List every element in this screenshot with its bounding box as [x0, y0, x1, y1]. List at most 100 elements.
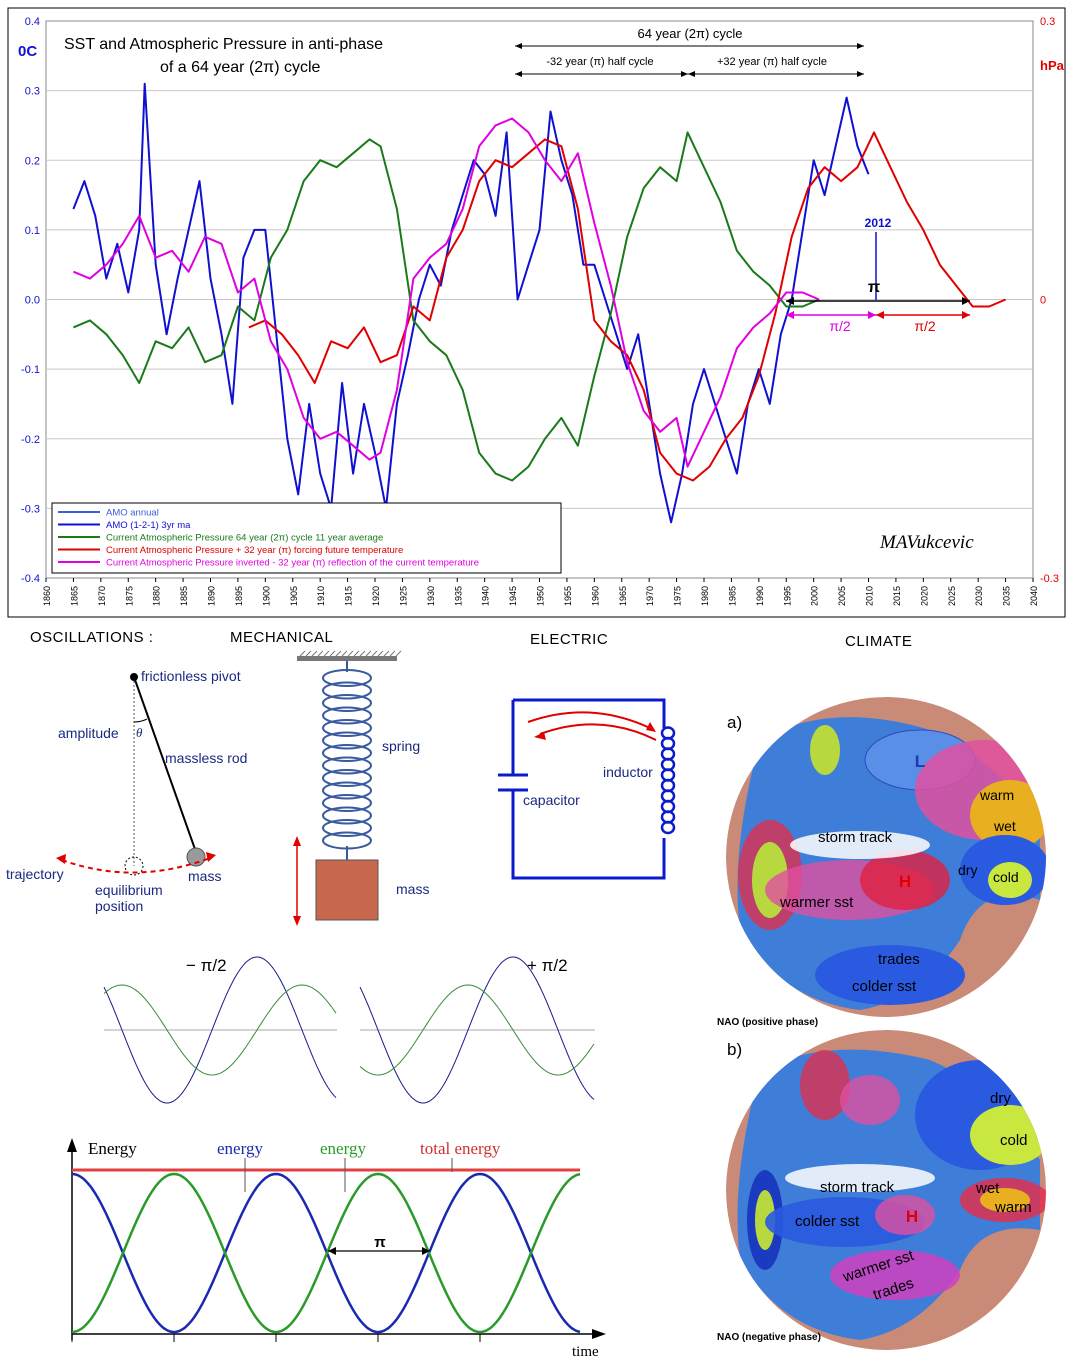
high-pressure-cell	[875, 1195, 935, 1235]
left-tick-label: 0.3	[25, 86, 40, 98]
pi-half-label-b: π/2	[914, 318, 936, 334]
right-tick-label: -0.3	[1040, 573, 1059, 585]
spring-coil	[322, 756, 372, 775]
nao-b-warm-label: warm	[994, 1199, 1032, 1216]
x-tick-label: 1860	[42, 586, 52, 606]
arrowhead	[681, 71, 688, 77]
phase-right-blue-wave	[359, 956, 595, 1104]
left-tick-label: 0.1	[25, 225, 40, 237]
arrowhead	[67, 1138, 77, 1152]
hatch-line	[299, 650, 306, 657]
storm-clouds	[790, 831, 930, 859]
high-pressure-cell	[860, 850, 950, 910]
energy-axis-label: Energy	[88, 1139, 137, 1158]
current-arrow-right	[527, 711, 651, 729]
arrowhead	[688, 71, 695, 77]
nao-b-high-label: H	[906, 1207, 918, 1226]
electric-heading: ELECTRIC	[530, 631, 608, 648]
kinetic-energy-curve	[71, 1172, 581, 1334]
spring-coil	[322, 744, 372, 762]
hatch-line	[347, 650, 354, 657]
legend-entry: Current Atmospheric Pressure 64 year (2π…	[106, 533, 383, 544]
x-tick-label: 1865	[69, 586, 79, 606]
arrowhead	[962, 297, 970, 305]
amplitude-label: amplitude	[58, 725, 119, 741]
x-tick-label: 1970	[645, 586, 655, 606]
arrowhead	[962, 311, 970, 319]
full-cycle-label: 64 year (2π) cycle	[637, 26, 742, 41]
spring-coil	[322, 706, 372, 725]
x-tick-label: 2025	[947, 586, 957, 606]
phase-minus-label: − π/2	[186, 956, 227, 975]
capacitor-label: capacitor	[523, 792, 580, 808]
nao-b-cold-label: cold	[1000, 1132, 1028, 1149]
x-tick-label: 1905	[289, 586, 299, 606]
arrowhead	[422, 1247, 430, 1255]
half-cycle-minus-label: -32 year (π) half cycle	[546, 56, 653, 68]
nao-a-warm-label: warm	[979, 787, 1014, 803]
nao-b-label: b)	[727, 1040, 742, 1059]
x-tick-label: 1975	[673, 586, 683, 606]
x-tick-label: 1980	[700, 586, 710, 606]
nao-a-wet-label: wet	[993, 818, 1016, 834]
x-tick-label: 1950	[536, 586, 546, 606]
storm-clouds	[785, 1164, 935, 1192]
x-tick-label: 1890	[207, 586, 217, 606]
nao-a-trades-label: trades	[878, 951, 920, 968]
climate-heading: CLIMATE	[845, 633, 912, 650]
x-tick-label: 2035	[1002, 586, 1012, 606]
circuit-wire-top	[513, 698, 666, 728]
nao-a-high-label: H	[899, 872, 911, 891]
arrowhead	[328, 1247, 336, 1255]
energy-pi-label: π	[374, 1234, 386, 1251]
x-tick-label: 2040	[1029, 586, 1039, 606]
nao-positive-map	[726, 697, 1046, 1017]
chart-title-line2: of a 64 year (2π) cycle	[160, 59, 321, 76]
phase-plus-label: + π/2	[527, 956, 568, 975]
x-tick-label: 1925	[398, 586, 408, 606]
energy-green-label: energy	[320, 1139, 366, 1158]
hatch-line	[383, 650, 390, 657]
nao-b-wet-label: wet	[975, 1180, 1000, 1197]
x-tick-label: 1965	[618, 586, 628, 606]
legend-entry: AMO annual	[106, 508, 159, 519]
series-line-3	[73, 117, 820, 468]
x-tick-label: 1960	[590, 586, 600, 606]
x-tick-label: 1940	[481, 586, 491, 606]
hatch-line	[317, 650, 324, 657]
arrowhead	[515, 43, 522, 49]
trajectory-path	[61, 857, 211, 874]
x-tick-label: 1990	[755, 586, 765, 606]
arrowhead	[646, 722, 656, 732]
cycle-annotations: 64 year (2π) cycle -32 year (π) half cyc…	[515, 26, 970, 334]
spring-coil	[322, 806, 372, 825]
x-tick-label: 1945	[508, 586, 518, 606]
series-layer	[72, 82, 1006, 524]
land-green-east	[988, 862, 1032, 898]
x-tick-label: 1935	[453, 586, 463, 606]
left-tick-label: 0.4	[25, 16, 40, 28]
equilibrium-label: equilibrium	[95, 882, 163, 898]
land-green-north	[810, 725, 840, 775]
chart-title-line1: SST and Atmospheric Pressure in anti-pha…	[64, 36, 383, 53]
x-tick-label: 1900	[261, 586, 271, 606]
hatch-line	[353, 650, 360, 657]
x-tick-label: 1910	[316, 586, 326, 606]
hatch-line	[329, 650, 336, 657]
wet-zone	[970, 780, 1046, 850]
chart-panel: 0.4 0.3 0.2 0.1 0.0 -0.1 -0.2 -0.3 -0.4 0.3 0 -0.3…	[7, 7, 1066, 618]
total-energy-label: total energy	[420, 1139, 501, 1158]
arrowhead	[206, 852, 216, 862]
x-tick-label: 1880	[152, 586, 162, 606]
x-tick-label: 1995	[782, 586, 792, 606]
arrowhead	[876, 311, 884, 319]
wet-east	[980, 1188, 1030, 1212]
phase-left-blue-wave	[103, 956, 337, 1104]
arrowhead	[515, 71, 522, 77]
pi-half-label-a: π/2	[829, 318, 851, 334]
hatch-line	[359, 650, 366, 657]
hatch-line	[389, 650, 396, 657]
pi-label: π	[868, 279, 880, 296]
nao-a-storm-label: storm track	[818, 829, 893, 846]
